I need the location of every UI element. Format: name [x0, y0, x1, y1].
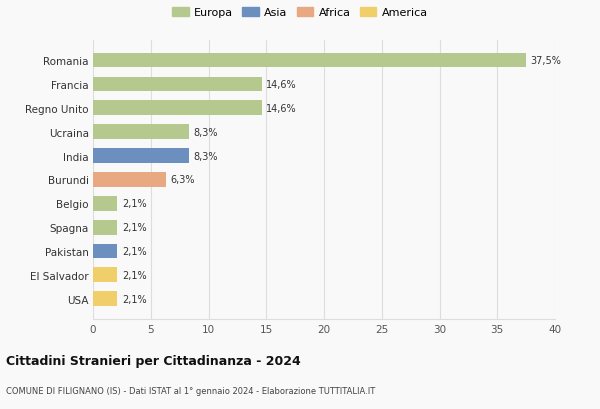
Legend: Europa, Asia, Africa, America: Europa, Asia, Africa, America: [172, 8, 428, 18]
Bar: [93, 125, 189, 140]
Text: 8,3%: 8,3%: [193, 127, 218, 137]
Bar: [93, 101, 262, 116]
Text: COMUNE DI FILIGNANO (IS) - Dati ISTAT al 1° gennaio 2024 - Elaborazione TUTTITAL: COMUNE DI FILIGNANO (IS) - Dati ISTAT al…: [6, 387, 375, 396]
Text: 8,3%: 8,3%: [193, 151, 218, 161]
Bar: [93, 54, 526, 68]
Bar: [93, 173, 166, 187]
Bar: [93, 196, 117, 211]
Text: 2,1%: 2,1%: [122, 270, 146, 280]
Bar: [93, 292, 117, 306]
Bar: [93, 220, 117, 235]
Bar: [93, 149, 189, 164]
Text: 14,6%: 14,6%: [266, 80, 297, 90]
Text: 37,5%: 37,5%: [531, 56, 562, 66]
Bar: [93, 77, 262, 92]
Text: Cittadini Stranieri per Cittadinanza - 2024: Cittadini Stranieri per Cittadinanza - 2…: [6, 354, 301, 367]
Text: 2,1%: 2,1%: [122, 222, 146, 233]
Text: 6,3%: 6,3%: [170, 175, 195, 185]
Text: 2,1%: 2,1%: [122, 246, 146, 256]
Text: 2,1%: 2,1%: [122, 199, 146, 209]
Text: 2,1%: 2,1%: [122, 294, 146, 304]
Text: 14,6%: 14,6%: [266, 103, 297, 114]
Bar: [93, 244, 117, 259]
Bar: [93, 268, 117, 283]
